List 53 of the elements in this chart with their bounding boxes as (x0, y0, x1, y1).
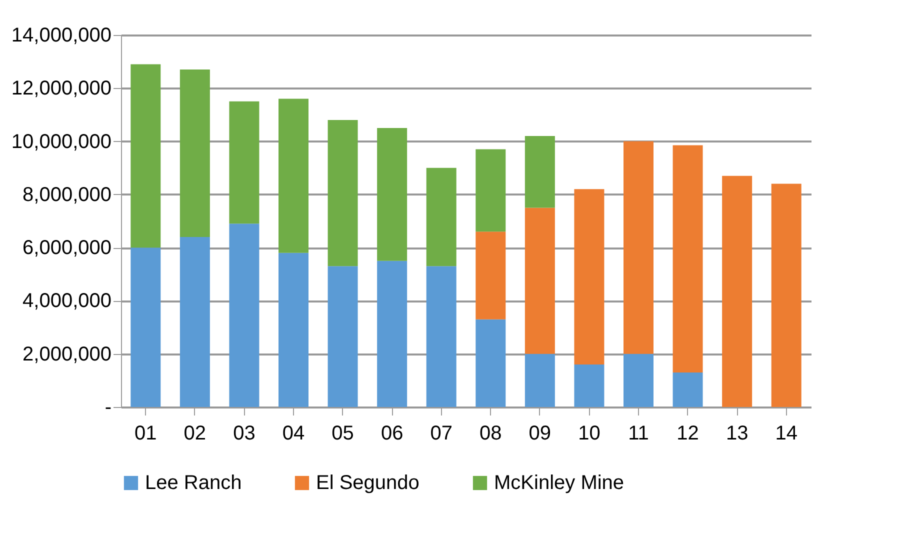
bar (574, 189, 604, 364)
y-tick-label: 2,000,000 (22, 343, 112, 366)
bar (524, 354, 555, 407)
x-tick-label: 12 (676, 422, 699, 444)
bar (476, 319, 506, 407)
x-tick-label: 13 (726, 422, 748, 444)
y-tick-label: 12,000,000 (11, 78, 112, 100)
bar (130, 248, 161, 407)
bar (377, 260, 408, 407)
bar (524, 136, 555, 208)
bar (771, 184, 802, 407)
x-tick-label: 08 (480, 422, 502, 444)
bar (278, 252, 308, 407)
y-tick-label: 10,000,000 (11, 130, 112, 153)
bar (722, 176, 752, 407)
bar (574, 364, 604, 407)
bar (180, 236, 210, 407)
y-tick-label: 8,000,000 (22, 184, 112, 206)
y-tick-label: 4,000,000 (22, 290, 112, 312)
x-tick-label: 02 (184, 422, 206, 444)
x-tick-label: 03 (233, 422, 256, 444)
bar (476, 232, 506, 320)
x-tick-label: 05 (332, 422, 354, 444)
bar (672, 372, 703, 407)
bar (672, 145, 703, 372)
bar (229, 224, 260, 407)
bar (624, 141, 654, 354)
y-tick-label: 14,000,000 (11, 24, 112, 46)
bar (180, 70, 210, 237)
legend-label: McKinley Mine (494, 472, 624, 494)
bar (476, 149, 506, 232)
bar (426, 266, 456, 407)
x-tick-label: 06 (380, 422, 404, 444)
bar (229, 101, 260, 224)
bar (278, 98, 308, 253)
bar (328, 120, 358, 266)
bar (426, 168, 456, 266)
x-tick-label: 11 (628, 422, 649, 444)
legend-label: Lee Ranch (145, 472, 242, 494)
bar (328, 266, 358, 407)
bar (130, 64, 161, 248)
x-tick-label: 07 (430, 422, 452, 444)
x-tick-label: 10 (578, 422, 600, 444)
y-tick-label: - (104, 396, 112, 418)
x-tick-label: 14 (775, 422, 798, 444)
y-tick-label: 6,000,000 (22, 237, 112, 260)
bar (524, 208, 555, 354)
legend-label: El Segundo (316, 472, 420, 494)
x-tick-label: 04 (282, 422, 305, 444)
x-tick-label: 09 (528, 422, 552, 444)
bar (624, 354, 654, 407)
x-tick-label: 01 (134, 422, 157, 444)
bar (377, 128, 408, 261)
